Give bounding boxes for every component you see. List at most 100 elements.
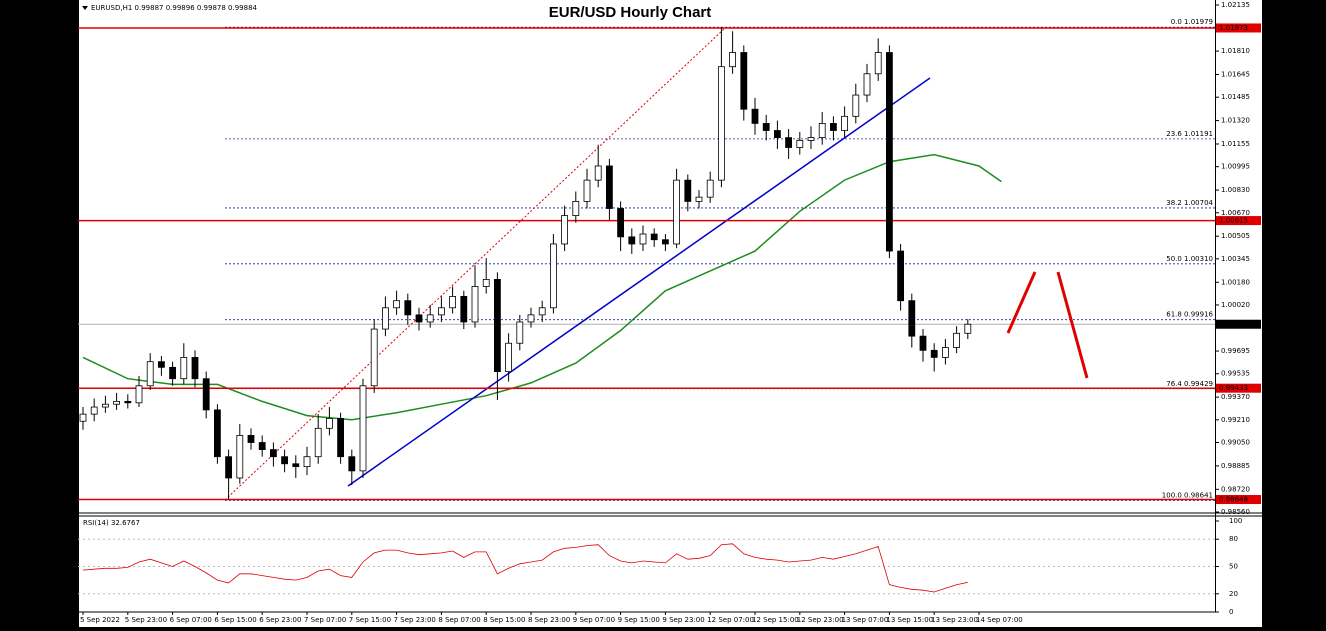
rsi-label: RSI(14) 32.6767 <box>83 519 140 527</box>
candle-body <box>415 314 423 323</box>
x-tick-label: 7 Sep 07:00 <box>304 616 346 624</box>
candle-body <box>102 403 109 408</box>
candle-body <box>729 52 736 68</box>
fib-label: 23.6 1.01191 <box>1166 130 1213 138</box>
candle-body <box>258 442 266 451</box>
candle-body <box>930 349 938 358</box>
y-tick-label: 1.01155 <box>1221 140 1250 148</box>
candle-body <box>740 52 748 110</box>
rsi-tick-label: 80 <box>1229 535 1238 543</box>
level-price-box <box>1216 495 1261 505</box>
candle-body <box>572 201 580 217</box>
candle-body <box>236 435 244 479</box>
candle-body <box>561 215 568 245</box>
candle-body <box>852 94 860 117</box>
candle-body <box>874 52 882 75</box>
candle-body <box>393 300 401 309</box>
candle-body <box>706 179 714 198</box>
candle-body <box>348 456 356 472</box>
candle-body <box>449 296 457 309</box>
candle-body <box>953 332 960 348</box>
candle-body <box>124 400 132 404</box>
x-tick-label: 9 Sep 15:00 <box>618 616 660 624</box>
candle-body <box>202 378 210 411</box>
x-tick-label: 6 Sep 07:00 <box>170 616 212 624</box>
candle-body <box>863 73 871 96</box>
candle-body <box>169 366 177 380</box>
x-tick-label: 12 Sep 07:00 <box>707 616 754 624</box>
candle-body <box>191 357 199 380</box>
chart-background <box>78 0 1262 627</box>
x-tick-label: 9 Sep 23:00 <box>662 616 704 624</box>
candle-body <box>269 449 277 458</box>
x-tick-label: 12 Sep 23:00 <box>797 616 844 624</box>
x-tick-label: 6 Sep 23:00 <box>259 616 301 624</box>
candle-body <box>247 435 255 443</box>
arrow-up <box>1006 271 1037 334</box>
x-tick-label: 9 Sep 07:00 <box>573 616 615 624</box>
y-tick-label: 0.99050 <box>1221 439 1250 447</box>
x-tick-label: 7 Sep 23:00 <box>394 616 436 624</box>
level-price-label: 1.00615 <box>1219 217 1248 225</box>
x-tick-label: 13 Sep 07:00 <box>842 616 889 624</box>
x-tick-label: 5 Sep 23:00 <box>125 616 167 624</box>
header-arrow <box>82 6 88 10</box>
candle-body <box>650 233 658 241</box>
fib-label: 0.0 1.01979 <box>1171 18 1213 26</box>
candle-body <box>942 347 949 358</box>
fib-label: 61.8 0.99916 <box>1166 311 1213 319</box>
arrow-down <box>1056 271 1089 379</box>
current-price-label: 0.99884 <box>1219 320 1248 328</box>
candle-body <box>113 400 120 405</box>
level-price-label: 0.98648 <box>1219 496 1248 504</box>
candle-body <box>135 385 143 404</box>
y-tick-label: 1.00020 <box>1221 301 1250 309</box>
y-tick-label: 0.99535 <box>1221 370 1250 378</box>
candle-body <box>673 179 680 245</box>
x-tick-label: 13 Sep 15:00 <box>886 616 933 624</box>
candle-body <box>325 417 333 429</box>
header-info: EURUSD,H1 0.99887 0.99896 0.99878 0.9988… <box>91 4 258 12</box>
rsi-tick-label: 100 <box>1229 517 1242 525</box>
fib-label: 50.0 1.00310 <box>1166 255 1213 263</box>
x-tick-label: 5 Sep 2022 <box>80 616 120 624</box>
candle-body <box>807 137 815 141</box>
x-tick-label: 6 Sep 15:00 <box>214 616 256 624</box>
candle-body <box>796 140 804 148</box>
fib-label: 100.0 0.98641 <box>1162 492 1213 500</box>
y-tick-label: 0.99370 <box>1221 393 1250 401</box>
fib-range-line <box>224 27 726 501</box>
moving-average <box>82 153 1002 421</box>
candle-body <box>897 250 904 302</box>
y-tick-label: 1.00830 <box>1221 186 1250 194</box>
candle-body <box>718 66 725 181</box>
candle-body <box>919 335 927 351</box>
fib-label: 76.4 0.99429 <box>1166 380 1213 388</box>
candle-body <box>818 123 826 139</box>
y-tick-label: 0.98720 <box>1221 485 1250 493</box>
candle-body <box>79 413 87 422</box>
candle-body <box>594 165 602 181</box>
candle-body <box>281 456 289 465</box>
trend-line <box>347 77 931 487</box>
candle-body <box>841 115 848 131</box>
y-tick-label: 1.00670 <box>1221 209 1250 217</box>
y-tick-label: 1.01645 <box>1221 70 1250 78</box>
candle-body <box>886 52 893 252</box>
x-tick-label: 8 Sep 15:00 <box>483 616 525 624</box>
candle-body <box>527 314 535 323</box>
candle-body <box>404 300 412 316</box>
level-price-box <box>1216 383 1261 393</box>
x-tick-label: 8 Sep 07:00 <box>438 616 480 624</box>
rsi-tick-label: 0 <box>1229 608 1233 616</box>
candle-body <box>505 342 513 372</box>
candle-body <box>90 406 98 415</box>
y-tick-label: 1.02135 <box>1221 1 1250 9</box>
candle-body <box>471 286 479 323</box>
level-price-label: 0.99433 <box>1219 384 1248 392</box>
y-tick-label: 1.01320 <box>1221 117 1250 125</box>
candle-body <box>684 179 692 202</box>
candle-body <box>213 409 221 458</box>
x-tick-label: 8 Sep 23:00 <box>528 616 570 624</box>
